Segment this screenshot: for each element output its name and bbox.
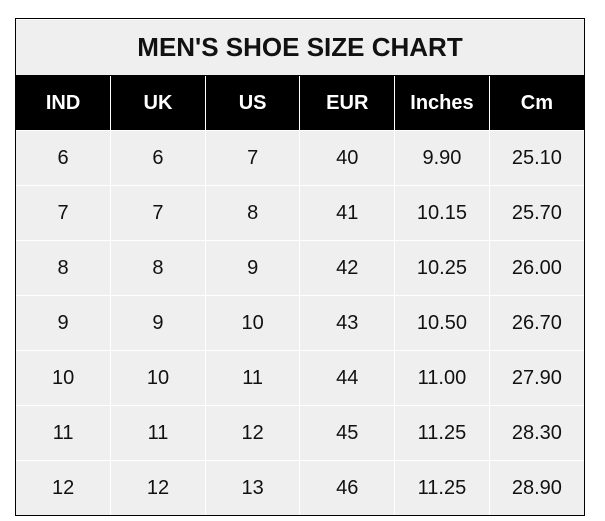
column-header: EUR — [299, 75, 395, 131]
column-header: IND — [16, 75, 111, 131]
table-cell: 7 — [16, 185, 111, 241]
table-cell: 40 — [299, 130, 395, 186]
table-row: 12 12 13 46 11.25 28.90 — [16, 460, 584, 515]
table-cell: 8 — [16, 240, 111, 296]
table-cell: 42 — [299, 240, 395, 296]
table-cell: 10 — [110, 350, 206, 406]
table-title: MEN'S SHOE SIZE CHART — [16, 19, 584, 76]
table-cell: 45 — [299, 405, 395, 461]
table-cell: 10.50 — [394, 295, 490, 351]
table-cell: 26.00 — [488, 240, 584, 296]
table-cell: 46 — [299, 460, 395, 515]
table-row: 11 11 12 45 11.25 28.30 — [16, 405, 584, 461]
table-cell: 10.15 — [394, 185, 490, 241]
header-row: IND UK US EUR Inches Cm — [16, 75, 584, 131]
table-cell: 11.00 — [394, 350, 490, 406]
table-cell: 6 — [110, 130, 206, 186]
table-cell: 43 — [299, 295, 395, 351]
table-body: 6 6 7 40 9.90 25.10 7 7 8 41 10.15 25.70 8 8 9 42 10.25 2… — [16, 130, 584, 515]
table-cell: 28.90 — [488, 460, 584, 515]
table-cell: 8 — [204, 185, 300, 241]
table-cell: 11.25 — [394, 405, 490, 461]
table-cell: 10 — [204, 295, 300, 351]
table-cell: 11 — [110, 405, 206, 461]
table-row: 6 6 7 40 9.90 25.10 — [16, 130, 584, 186]
table-row: 9 9 10 43 10.50 26.70 — [16, 295, 584, 351]
table-cell: 7 — [110, 185, 206, 241]
table-cell: 25.70 — [488, 185, 584, 241]
table-cell: 9 — [110, 295, 206, 351]
table-cell: 7 — [204, 130, 300, 186]
table-cell: 12 — [110, 460, 206, 515]
table-row: 7 7 8 41 10.15 25.70 — [16, 185, 584, 241]
table-row: 10 10 11 44 11.00 27.90 — [16, 350, 584, 406]
table-cell: 12 — [204, 405, 300, 461]
table-cell: 9 — [204, 240, 300, 296]
table-cell: 12 — [16, 460, 111, 515]
table-cell: 9 — [16, 295, 111, 351]
table-cell: 6 — [16, 130, 111, 186]
table-cell: 41 — [299, 185, 395, 241]
table-cell: 11 — [16, 405, 111, 461]
table-cell: 25.10 — [488, 130, 584, 186]
column-header: UK — [110, 75, 206, 131]
table-cell: 8 — [110, 240, 206, 296]
table-cell: 27.90 — [488, 350, 584, 406]
table-cell: 11.25 — [394, 460, 490, 515]
table-cell: 10 — [16, 350, 111, 406]
column-header: Cm — [488, 75, 584, 131]
table-cell: 26.70 — [488, 295, 584, 351]
column-header: US — [204, 75, 300, 131]
table-cell: 11 — [204, 350, 300, 406]
table-cell: 13 — [204, 460, 300, 515]
table-cell: 10.25 — [394, 240, 490, 296]
column-header: Inches — [394, 75, 490, 131]
table-row: 8 8 9 42 10.25 26.00 — [16, 240, 584, 296]
table-cell: 44 — [299, 350, 395, 406]
table-cell: 28.30 — [488, 405, 584, 461]
shoe-size-table: MEN'S SHOE SIZE CHART IND UK US EUR Inches Cm… — [15, 18, 585, 516]
table-cell: 9.90 — [394, 130, 490, 186]
